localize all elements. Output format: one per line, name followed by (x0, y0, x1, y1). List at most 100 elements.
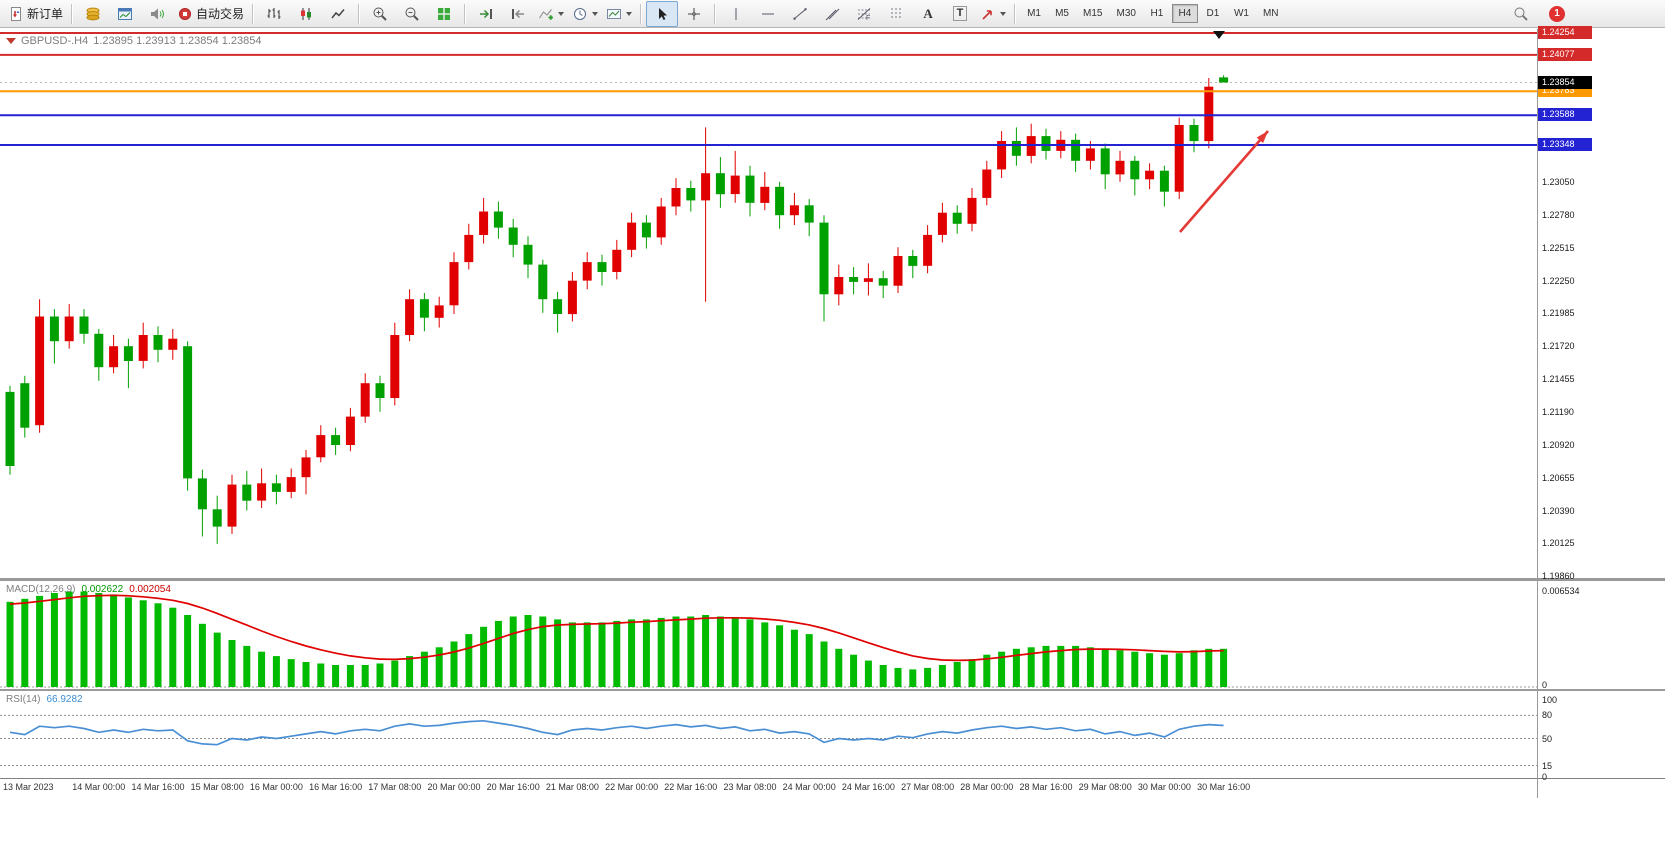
toolbar-separator (1014, 3, 1017, 24)
search-icon (1513, 6, 1529, 22)
fibonacci-icon: F (856, 6, 872, 22)
horizontal-line-button[interactable] (752, 1, 784, 27)
price-tick: 1.23050 (1542, 176, 1575, 187)
cursor-arrow-icon (654, 6, 670, 22)
cycle-lines-button[interactable] (880, 1, 912, 27)
trendline-button[interactable] (784, 1, 816, 27)
gold-book-icon (85, 6, 101, 22)
time-label: 30 Mar 16:00 (1197, 782, 1251, 792)
dropdown-caret-icon (626, 11, 633, 16)
text-label-button[interactable]: T (944, 1, 976, 27)
search-button[interactable] (1505, 1, 1537, 27)
time-label: 28 Mar 16:00 (1019, 782, 1073, 792)
channel-button[interactable] (816, 1, 848, 27)
zoom-in-icon (372, 6, 388, 22)
zoom-in-button[interactable] (364, 1, 396, 27)
ohlc-bars-icon (266, 6, 282, 22)
macd-name: MACD(12,26,9) (6, 584, 76, 595)
timeframe-group: M1 M5 M15 M30 H1 H4 D1 W1 MN (1020, 4, 1285, 23)
time-axis[interactable]: 13 Mar 2023 14 Mar 00:00 14 Mar 16:00 15 Ma… (0, 779, 1537, 798)
alerts-button[interactable] (141, 1, 173, 27)
level-price-label: 1.23588 (1538, 108, 1592, 122)
depth-of-market-button[interactable] (77, 1, 109, 27)
green-grid-icon (436, 6, 452, 22)
toolbar-separator (252, 3, 255, 24)
candlestick-chart-button[interactable] (290, 1, 322, 27)
price-chart[interactable] (0, 30, 1537, 579)
timeframe-d1[interactable]: D1 (1206, 8, 1220, 19)
timeframe-m15[interactable]: M15 (1083, 8, 1103, 19)
crosshair-button[interactable] (678, 1, 710, 27)
time-label: 15 Mar 08:00 (190, 782, 244, 792)
toolbar-separator (640, 3, 643, 24)
macd-header: MACD(12,26,9) 0.002622 0.002054 (6, 584, 171, 595)
timeframe-w1[interactable]: W1 (1233, 8, 1249, 19)
level-price-label: 1.24254 (1538, 26, 1592, 39)
line-chart-icon (330, 6, 346, 22)
new-order-button[interactable]: 新订单 (4, 1, 67, 27)
zoom-out-button[interactable] (396, 1, 428, 27)
price-tick: 1.21720 (1542, 341, 1575, 352)
dropdown-caret-icon (1000, 11, 1007, 16)
panel-splitter[interactable] (0, 578, 1665, 581)
rsi-scale-label: 100 (1542, 695, 1558, 705)
time-label: 29 Mar 08:00 (1078, 782, 1132, 792)
text-tool-label: A (923, 5, 933, 21)
rsi-scale-label: 50 (1542, 733, 1553, 744)
price-tick: 1.21985 (1542, 308, 1575, 319)
line-chart-button[interactable] (322, 1, 354, 27)
time-label: 13 Mar 2023 (3, 782, 54, 792)
auto-scroll-icon (478, 6, 494, 22)
toolbar-separator (464, 3, 467, 24)
templates-button[interactable] (602, 1, 636, 27)
autotrading-button[interactable]: 自动交易 (173, 1, 248, 27)
toolbar-separator (358, 3, 361, 24)
indicators-button[interactable] (534, 1, 568, 27)
time-label: 17 Mar 08:00 (368, 782, 422, 792)
tile-windows-button[interactable] (428, 1, 460, 27)
rsi-panel[interactable] (0, 691, 1537, 778)
macd-signal-value: 0.002054 (129, 584, 171, 595)
time-label: 14 Mar 00:00 (72, 782, 126, 792)
timeframe-m5[interactable]: M5 (1055, 8, 1069, 19)
chart-shift-button[interactable] (502, 1, 534, 27)
arrows-button[interactable] (976, 1, 1010, 27)
price-tick: 1.20655 (1542, 472, 1575, 483)
timeframe-m30[interactable]: M30 (1116, 8, 1136, 19)
cursor-button[interactable] (646, 0, 679, 27)
vertical-line-button[interactable] (720, 1, 752, 27)
macd-panel[interactable] (0, 581, 1537, 689)
level-price-label: 1.24077 (1538, 47, 1592, 61)
timeframe-h1[interactable]: H1 (1150, 8, 1164, 19)
channel-icon (824, 6, 840, 22)
toolbar-separator (71, 3, 74, 24)
macd-scale-max: 0.006534 (1542, 586, 1580, 596)
timeframe-h4[interactable]: H4 (1171, 4, 1198, 23)
periods-button[interactable] (568, 1, 602, 27)
time-label: 23 Mar 08:00 (723, 782, 777, 792)
auto-scroll-button[interactable] (470, 1, 502, 27)
candlestick-icon (298, 6, 314, 22)
arrow-tool-icon (980, 6, 996, 22)
new-chart-button[interactable] (109, 1, 141, 27)
toolbar-separator (714, 3, 717, 24)
timeframe-mn[interactable]: MN (1262, 8, 1279, 19)
price-tick: 1.19860 (1542, 571, 1575, 581)
bar-chart-button[interactable] (258, 1, 290, 27)
panel-splitter[interactable] (0, 689, 1665, 691)
quick-trade-caret-icon[interactable] (6, 38, 16, 44)
label-tool-label: T (952, 6, 968, 21)
timeframe-m1[interactable]: M1 (1027, 8, 1041, 19)
time-label: 20 Mar 16:00 (486, 782, 540, 792)
chart-symbol-header: GBPUSD-.H4 1.23895 1.23913 1.23854 1.238… (6, 35, 261, 47)
fibonacci-button[interactable]: F (848, 1, 880, 27)
rsi-header: RSI(14) 66.9282 (6, 694, 83, 705)
template-chart-icon (606, 6, 622, 22)
text-button[interactable]: A (912, 1, 944, 27)
macd-main-value: 0.002622 (81, 584, 124, 595)
current-price-label: 1.23854 (1538, 75, 1592, 89)
time-label: 24 Mar 00:00 (782, 782, 836, 792)
notification-badge[interactable]: 1 (1549, 5, 1565, 22)
price-scale[interactable]: 1.23050 1.22780 1.22515 1.22250 1.21985 1.217… (1538, 0, 1665, 848)
